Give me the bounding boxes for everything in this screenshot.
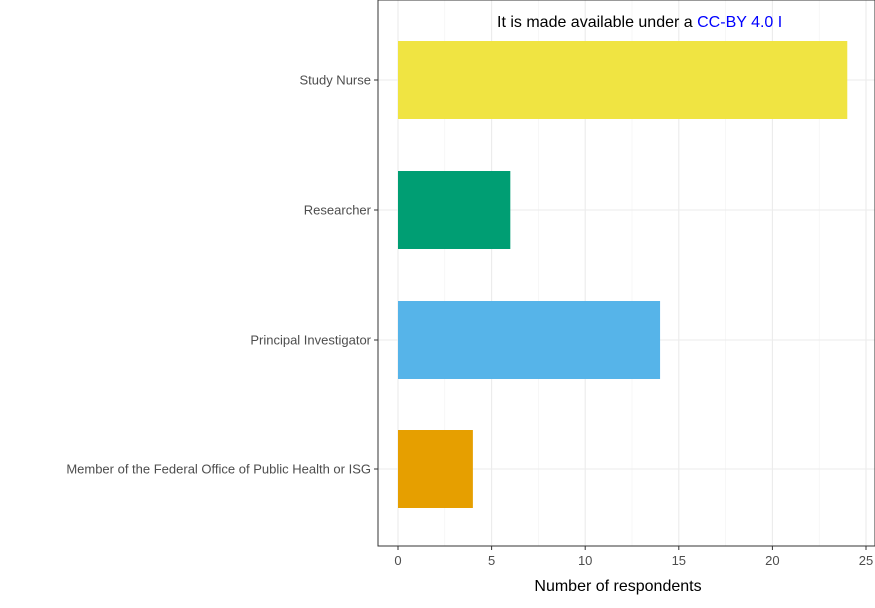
x-tick-label: 15: [672, 553, 686, 568]
license-link[interactable]: CC-BY 4.0 I: [697, 14, 782, 31]
x-tick-label: 0: [394, 553, 401, 568]
bar: [398, 41, 848, 119]
y-tick-label: Member of the Federal Office of Public H…: [66, 462, 371, 477]
y-tick-label: Study Nurse: [299, 73, 371, 88]
x-tick-label: 20: [765, 553, 779, 568]
license-text: It is made available under a: [497, 14, 697, 31]
bars: [398, 41, 848, 508]
x-tick-label: 10: [578, 553, 592, 568]
bar: [398, 301, 661, 379]
x-tick-label: 5: [488, 553, 495, 568]
bar: [398, 171, 511, 249]
x-axis-title: Number of respondents: [534, 578, 701, 595]
plot-panel-border: [377, 0, 875, 547]
y-tick-label: Researcher: [304, 203, 372, 218]
license-overlay: It is made available under a CC-BY 4.0 I: [497, 14, 782, 31]
y-tick-label: Principal Investigator: [250, 333, 371, 348]
x-tick-label: 25: [859, 553, 873, 568]
axes: Study Nurse Researcher Principal Investiga…: [66, 73, 873, 569]
bar: [398, 430, 473, 508]
